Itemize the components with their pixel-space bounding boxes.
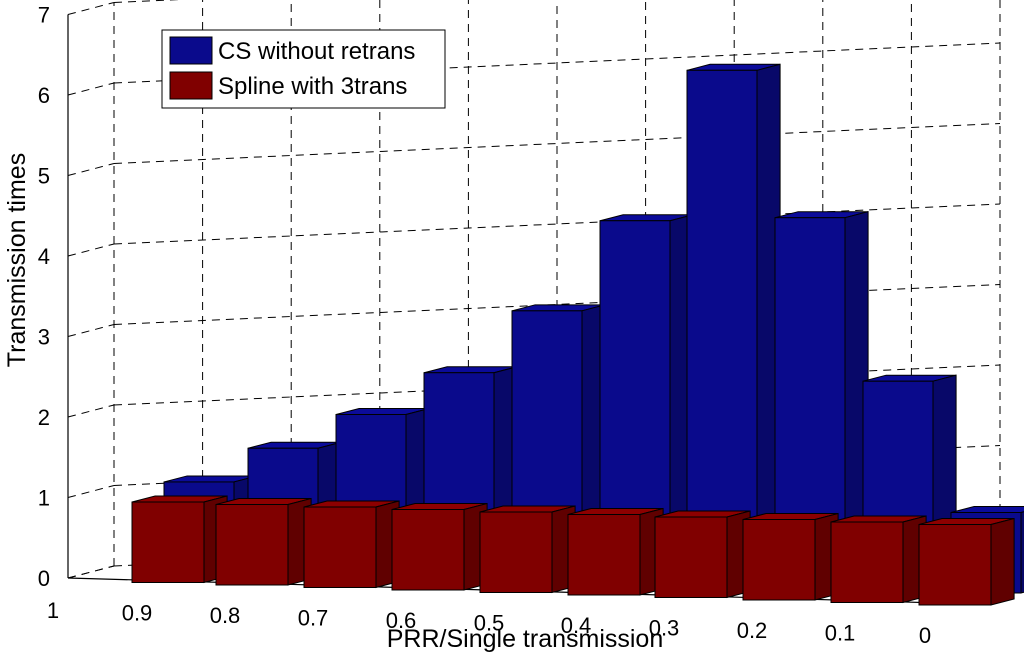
bar-spline-front (391, 509, 465, 591)
x-tick-label: 0.3 (649, 616, 680, 641)
bar-spline-front (567, 514, 641, 596)
bar-spline-front (215, 504, 289, 586)
bar-spline-front (742, 519, 816, 601)
x-tick-label: 0.2 (737, 618, 768, 643)
grid-wall-y (67, 163, 115, 176)
grid-back-y (113, 284, 1001, 325)
y-tick-label: 3 (38, 325, 50, 350)
y-tick-label: 4 (38, 244, 50, 269)
y-tick-label: 0 (38, 566, 50, 591)
grid-floor-x (67, 565, 115, 579)
bar-spline-front (830, 521, 904, 603)
bar-cs-top (950, 506, 1024, 513)
bars (131, 63, 1024, 606)
y-tick-label: 5 (38, 164, 50, 189)
grid-back-y (113, 123, 1001, 164)
x-axis-title: PRR/Single transmission (387, 625, 664, 653)
grid-wall-y (67, 404, 115, 418)
y-tick-label: 2 (38, 405, 50, 430)
x-tick-label: 0.4 (561, 613, 592, 638)
bar-spline-front (918, 524, 992, 606)
grid-wall-y (67, 243, 115, 257)
bar-cs-front (686, 69, 758, 587)
legend-label-spline: Spline with 3trans (218, 73, 407, 100)
grid-back-y (113, 364, 1001, 406)
x-tick-label: 0.8 (210, 603, 241, 628)
tick-labels: 0 1 2 3 4 5 6 7 1 0.9 0.8 0.7 0.6 0.5 0.4 0.3 0.2 0.1 0 (38, 3, 931, 649)
legend-swatch-spline (169, 71, 213, 100)
grid-wall-y (67, 485, 115, 498)
x-tick-label: 0.1 (825, 621, 856, 646)
bar-spline-front (654, 516, 728, 598)
x-tick-label: 1 (47, 598, 59, 623)
y-tick-label: 6 (38, 83, 50, 108)
x-tick-label: 0.7 (298, 606, 329, 631)
bar-spline-front (303, 506, 377, 588)
y-axis-title: Transmission times (3, 153, 31, 367)
y-tick-label: 1 (38, 486, 50, 511)
x-tick-label: 0.6 (386, 608, 417, 633)
x-tick-label: 0 (919, 623, 931, 648)
legend-label-cs: CS without retrans (218, 38, 415, 65)
grid-wall-y (67, 82, 115, 96)
grid-wall-y (67, 2, 115, 15)
bar-spline-front (131, 501, 205, 583)
x-tick-label: 0.9 (122, 601, 153, 626)
grid-wall-y (67, 324, 115, 337)
legend-swatch-cs (169, 36, 213, 65)
y-tick-label: 7 (38, 3, 50, 28)
legend: CS without retrans Spline with 3trans (161, 29, 446, 109)
bar-spline-side (990, 517, 1015, 606)
grid-back-y (113, 0, 181, 3)
x-tick-label: 0.5 (474, 611, 505, 636)
bar-spline-front (479, 511, 553, 593)
grid-back-y (113, 203, 1001, 245)
